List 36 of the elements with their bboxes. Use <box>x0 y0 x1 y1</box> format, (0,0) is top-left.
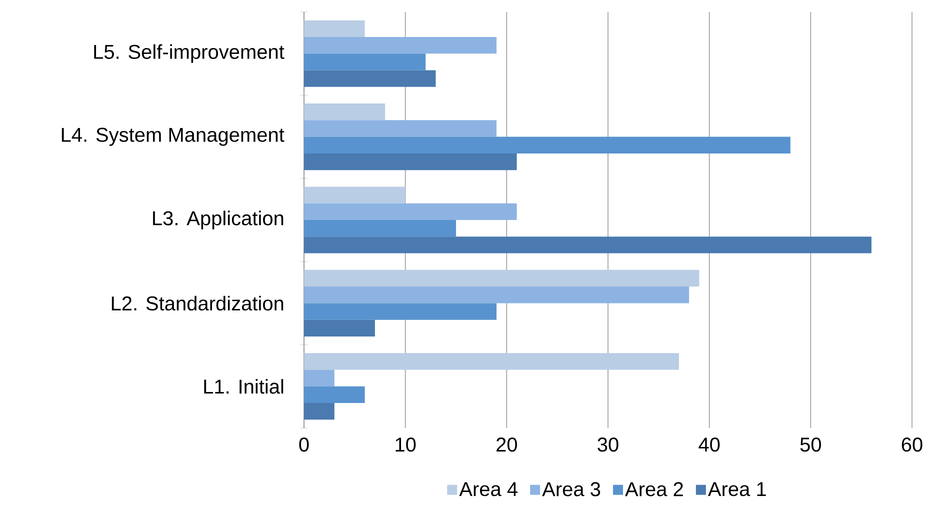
bar <box>304 303 497 320</box>
bar <box>304 20 365 37</box>
bar <box>304 36 497 54</box>
bar <box>304 270 700 287</box>
bar <box>304 186 406 204</box>
y-tick-label: L3. Application <box>153 210 284 230</box>
x-tick-label: 40 <box>698 438 720 452</box>
bar <box>304 403 334 420</box>
x-tick-label: 50 <box>800 438 821 452</box>
legend-label: Area 4 <box>459 482 518 496</box>
bar <box>304 220 456 237</box>
bar <box>304 54 426 70</box>
bar <box>304 320 375 336</box>
x-tick-label: 0 <box>299 438 309 452</box>
x-tick-label: 20 <box>496 438 517 452</box>
y-tick-label: L5. Self-improvement <box>94 44 284 63</box>
bar <box>304 236 872 254</box>
x-tick-label: 60 <box>902 438 922 452</box>
bar <box>304 104 386 120</box>
bar <box>304 203 517 220</box>
y-tick-label: L2. Standardization <box>112 296 284 311</box>
x-tick-label: 30 <box>598 438 618 452</box>
y-tick-label: L1. Initial <box>204 379 284 394</box>
bar <box>304 153 517 170</box>
bar <box>304 370 334 386</box>
bar <box>304 353 679 370</box>
x-tick-label: 10 <box>396 438 416 452</box>
y-tick-label: L4. System Management <box>62 128 284 146</box>
legend-label: Area 1 <box>708 482 766 496</box>
legend-label: Area 3 <box>542 482 600 496</box>
bar <box>304 386 365 404</box>
legend-label: Area 2 <box>625 482 683 496</box>
bar <box>304 70 436 87</box>
bar <box>304 120 497 137</box>
bar <box>304 136 790 154</box>
bar <box>304 286 690 304</box>
